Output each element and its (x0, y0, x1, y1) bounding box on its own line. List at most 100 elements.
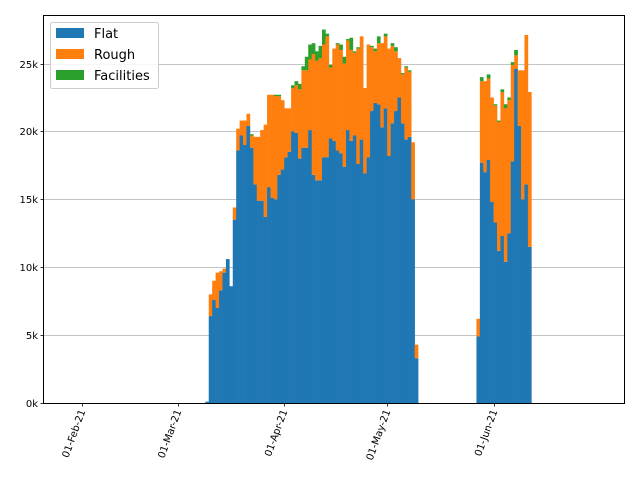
bar-rough (370, 47, 374, 112)
bar-facilities (507, 97, 512, 101)
bar-flat (318, 180, 323, 403)
bar-flat (273, 199, 278, 403)
bar-flat (486, 159, 491, 403)
bar-flat (407, 136, 412, 403)
bar-rough (294, 85, 299, 133)
bar-rough (219, 271, 223, 291)
bar-rough (284, 108, 288, 158)
bar-facilities (297, 83, 302, 90)
bar-flat (373, 102, 378, 403)
bar-flat (267, 187, 271, 403)
bar-rough (346, 40, 350, 131)
bar-flat (527, 246, 532, 403)
bar-flat (483, 172, 488, 403)
bar-flat (359, 139, 364, 403)
bar-rough (246, 113, 251, 126)
bar-flat (394, 111, 398, 404)
bar-rough (308, 59, 312, 131)
bar-facilities (339, 44, 343, 50)
bar-facilities (510, 62, 515, 65)
bar-flat (297, 158, 302, 403)
bar-flat (335, 150, 340, 403)
bar-facilities (352, 51, 357, 53)
bar-flat (490, 202, 494, 403)
bar-facilities (376, 36, 381, 44)
bar-flat (400, 123, 405, 404)
bar-rough (349, 49, 354, 141)
bar-facilities (294, 81, 299, 86)
bar-facilities (311, 43, 316, 55)
bar-facilities (370, 45, 374, 48)
bars (205, 29, 532, 404)
bar-rough (297, 89, 302, 159)
bar-flat (349, 140, 354, 403)
bar-flat (510, 161, 515, 403)
bar-flat (253, 184, 258, 403)
bar-flat (387, 155, 391, 403)
bar-rough (404, 67, 409, 140)
bar-rough (352, 52, 357, 136)
bar-rough (497, 121, 501, 251)
bar-rough (249, 135, 254, 148)
legend-swatch-facilities (56, 70, 84, 80)
bar-flat (352, 135, 357, 404)
bar-rough (383, 36, 388, 109)
legend-label-facilities: Facilities (94, 69, 150, 84)
legend-label-flat: Flat (94, 27, 118, 42)
bar-flat (291, 131, 295, 404)
bar-rough (394, 51, 398, 112)
bar-facilities (514, 49, 518, 56)
bar-rough (380, 43, 385, 128)
bar-facilities (318, 45, 323, 59)
bar-flat (243, 145, 247, 403)
bar-flat (284, 157, 288, 403)
bar-rough (490, 97, 494, 203)
legend-swatch-flat (56, 28, 84, 38)
bar-rough (287, 108, 292, 152)
bar-rough (277, 96, 282, 175)
bar-facilities (291, 85, 295, 88)
bar-rough (339, 49, 343, 154)
bar-rough (260, 130, 264, 201)
bar-facilities (273, 94, 278, 97)
bar-flat (370, 111, 374, 404)
bar-flat (256, 200, 261, 403)
bar-rough (524, 35, 529, 185)
bar-rough (321, 44, 326, 158)
bar-rough (387, 48, 391, 156)
bar-rough (356, 48, 361, 165)
bar-rough (411, 142, 415, 200)
bar-rough (263, 124, 268, 217)
bar-facilities (335, 43, 340, 45)
bar-flat (383, 108, 388, 403)
y-tick-label: 5k (26, 331, 38, 342)
bar-rough (325, 36, 330, 158)
bar-flat (280, 169, 285, 403)
bar-rough (270, 94, 275, 198)
bar-flat (517, 125, 522, 404)
bar-flat (411, 199, 415, 403)
bar-rough (373, 51, 378, 103)
bar-flat (287, 151, 292, 403)
legend-swatch-rough (56, 49, 84, 59)
bar-flat (246, 125, 251, 404)
bar-flat (311, 174, 316, 403)
bar-facilities (479, 77, 484, 82)
bar-rough (253, 136, 258, 185)
bar-flat (249, 147, 254, 403)
bar-facilities (325, 33, 330, 37)
bar-rough (236, 128, 240, 151)
bar-rough (521, 70, 525, 200)
bar-rough (212, 280, 216, 300)
bar-facilities (500, 89, 505, 93)
bar-rough (328, 67, 333, 139)
bar-flat (356, 164, 361, 403)
bar-flat (308, 130, 312, 403)
bar-rough (390, 45, 395, 124)
bar-rough (493, 105, 498, 223)
bar-flat (232, 219, 237, 403)
bar-rough (342, 63, 347, 167)
bar-rough (239, 120, 244, 136)
bar-flat (479, 162, 484, 403)
